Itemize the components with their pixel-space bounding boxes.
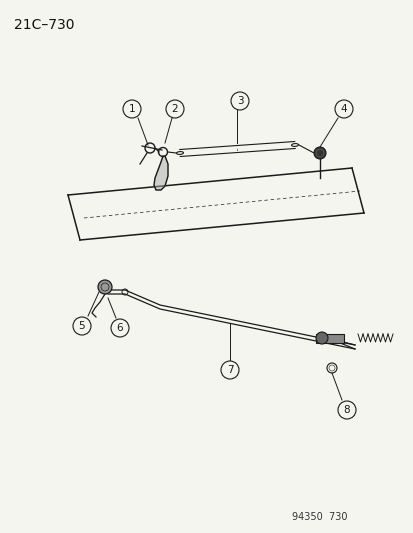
Text: 2: 2 — [171, 104, 178, 114]
Circle shape — [98, 280, 112, 294]
Polygon shape — [154, 156, 168, 190]
Text: 21C–730: 21C–730 — [14, 18, 74, 32]
Text: 5: 5 — [78, 321, 85, 331]
Circle shape — [313, 147, 325, 159]
Text: 6: 6 — [116, 323, 123, 333]
Ellipse shape — [291, 143, 298, 147]
Text: 3: 3 — [236, 96, 243, 106]
Circle shape — [315, 332, 327, 344]
Text: 4: 4 — [340, 104, 347, 114]
Text: 7: 7 — [226, 365, 233, 375]
FancyBboxPatch shape — [315, 334, 343, 343]
Text: 8: 8 — [343, 405, 349, 415]
Text: 1: 1 — [128, 104, 135, 114]
Text: 94350  730: 94350 730 — [292, 512, 347, 522]
